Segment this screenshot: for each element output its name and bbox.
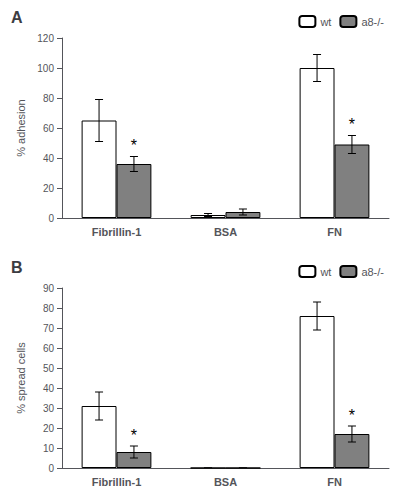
svg-text:*: * bbox=[131, 427, 137, 444]
svg-text:0: 0 bbox=[48, 463, 54, 474]
svg-text:50: 50 bbox=[43, 363, 55, 374]
svg-text:120: 120 bbox=[37, 33, 54, 44]
svg-text:80: 80 bbox=[43, 93, 55, 104]
svg-text:wt: wt bbox=[319, 16, 331, 28]
svg-text:*: * bbox=[349, 116, 355, 133]
svg-text:FN: FN bbox=[327, 476, 342, 488]
svg-text:a8-/-: a8-/- bbox=[361, 266, 384, 278]
svg-text:20: 20 bbox=[43, 423, 55, 434]
svg-text:30: 30 bbox=[43, 403, 55, 414]
svg-text:BSA: BSA bbox=[214, 476, 237, 488]
svg-text:Fibrillin-1: Fibrillin-1 bbox=[92, 476, 142, 488]
svg-text:90: 90 bbox=[43, 283, 55, 294]
svg-text:0: 0 bbox=[48, 213, 54, 224]
svg-text:Fibrillin-1: Fibrillin-1 bbox=[92, 226, 142, 238]
svg-text:10: 10 bbox=[43, 443, 55, 454]
svg-text:70: 70 bbox=[43, 323, 55, 334]
svg-text:BSA: BSA bbox=[214, 226, 237, 238]
svg-text:*: * bbox=[131, 137, 137, 154]
svg-text:20: 20 bbox=[43, 183, 55, 194]
svg-text:FN: FN bbox=[327, 226, 342, 238]
svg-text:40: 40 bbox=[43, 383, 55, 394]
svg-text:*: * bbox=[349, 407, 355, 424]
svg-text:60: 60 bbox=[43, 343, 55, 354]
svg-text:B: B bbox=[11, 259, 23, 276]
svg-text:100: 100 bbox=[37, 63, 54, 74]
svg-text:wt: wt bbox=[319, 266, 331, 278]
svg-text:% adhesion: % adhesion bbox=[15, 99, 27, 157]
svg-text:80: 80 bbox=[43, 303, 55, 314]
svg-text:A: A bbox=[11, 9, 23, 26]
svg-text:40: 40 bbox=[43, 153, 55, 164]
svg-text:a8-/-: a8-/- bbox=[361, 16, 384, 28]
svg-text:% spread cells: % spread cells bbox=[15, 342, 27, 414]
svg-text:60: 60 bbox=[43, 123, 55, 134]
